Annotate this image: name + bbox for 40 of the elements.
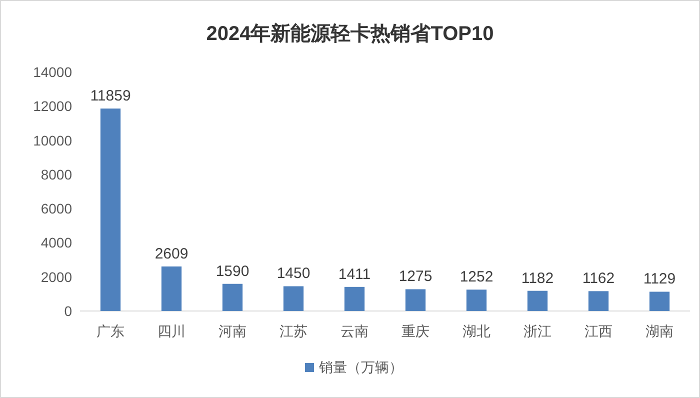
data-label: 2609 [154, 245, 188, 262]
y-tick-label: 10000 [33, 132, 72, 148]
y-tick-label: 8000 [40, 166, 72, 182]
data-label: 1252 [460, 268, 494, 286]
data-label: 1450 [276, 265, 310, 282]
x-tick-label: 广东 [96, 323, 124, 339]
bar [344, 286, 365, 311]
y-tick-label: 6000 [40, 200, 72, 217]
legend-label: 销量（万辆） [318, 359, 403, 375]
data-label: 1182 [521, 270, 554, 287]
bar [466, 290, 487, 311]
data-label: 1129 [643, 270, 676, 288]
data-label: 1275 [398, 268, 432, 286]
x-tick-label: 河南 [218, 323, 246, 339]
y-tick-label: 4000 [40, 234, 72, 251]
bar [100, 108, 121, 311]
x-tick-label: 浙江 [524, 323, 552, 339]
x-tick-label: 江西 [584, 323, 612, 339]
data-label: 1411 [338, 266, 371, 283]
y-tick-label: 0 [64, 303, 72, 319]
y-tick-label: 14000 [33, 64, 72, 80]
x-tick-label: 云南 [340, 323, 368, 339]
bar [405, 289, 426, 311]
x-tick-label: 江苏 [280, 323, 308, 339]
bar [161, 266, 182, 311]
x-tick-label: 湖南 [646, 323, 674, 339]
bar [222, 284, 243, 311]
x-tick-label: 湖北 [462, 323, 490, 339]
data-label: 11859 [90, 88, 131, 105]
y-tick-label: 12000 [33, 98, 72, 114]
chart-title: 2024年新能源轻卡热销省TOP10 [206, 22, 494, 45]
x-tick-label: 四川 [158, 323, 186, 339]
bar [527, 290, 548, 311]
x-tick-label: 重庆 [402, 323, 430, 339]
data-label: 1162 [582, 270, 615, 288]
y-tick-label: 2000 [40, 268, 72, 285]
bar [283, 286, 304, 311]
data-label: 1590 [216, 262, 250, 280]
bar [588, 291, 609, 311]
bar [649, 292, 670, 311]
